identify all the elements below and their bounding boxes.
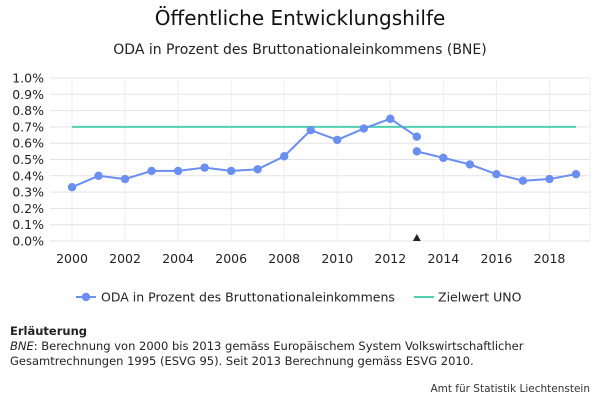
data-point (333, 135, 342, 145)
data-point (226, 166, 236, 176)
data-point (465, 160, 475, 169)
notes-body: BNE: Berechnung von 2000 bis 2013 gemäss… (10, 339, 590, 369)
x-tick-label: 2006 (215, 251, 247, 266)
data-point (94, 171, 103, 180)
data-point (306, 125, 315, 135)
y-tick-label: 0.3% (12, 185, 44, 200)
notes-heading: Erläuterung (10, 324, 87, 338)
data-point (200, 163, 209, 172)
y-tick-label: 0.6% (12, 136, 44, 151)
data-point (571, 169, 581, 179)
y-tick-label: 1.0% (12, 71, 44, 86)
y-tick-label: 0.4% (12, 168, 44, 183)
data-point (359, 124, 368, 133)
data-point (173, 166, 183, 176)
x-tick-label: 2002 (109, 251, 141, 266)
x-tick-label: 2014 (427, 251, 459, 266)
series-line-oda (71, 117, 418, 189)
data-point (518, 176, 528, 185)
grid-lines (50, 77, 591, 242)
x-tick-label: 2000 (56, 251, 88, 266)
break-marker (412, 234, 421, 241)
data-point (253, 165, 262, 174)
y-tick-label: 0.7% (12, 119, 44, 134)
x-tick-label: 2008 (268, 251, 300, 266)
data-point (412, 147, 422, 156)
y-tick-label: 0.9% (12, 87, 44, 102)
data-point (120, 174, 130, 184)
data-point (147, 166, 156, 176)
data-point (439, 153, 448, 163)
legend-marker-oda (81, 292, 91, 302)
data-point (280, 152, 289, 161)
data-point (545, 174, 554, 184)
notes-text: : Berechnung von 2000 bis 2013 gemäss Eu… (10, 339, 524, 368)
axes: 0.0% 0.1%0.2%0.3% 0.4%0.5%0.6% 0.7%0.8%0.9%… (12, 71, 565, 267)
notes: Erläuterung BNE: Berechnung von 2000 bis… (10, 324, 590, 369)
y-tick-label: 0.5% (12, 152, 44, 167)
notes-abbr: BNE (10, 339, 34, 353)
data-point (386, 114, 395, 123)
y-tick-label: 0.8% (12, 103, 44, 118)
legend-item-target[interactable]: Zielwert UNO (414, 290, 522, 305)
legend-label-target: Zielwert UNO (438, 290, 522, 305)
y-tick-label: 0.1% (12, 217, 44, 232)
x-tick-label: 2018 (534, 251, 566, 266)
x-tick-label: 2016 (481, 251, 513, 266)
y-tick-label: 0.0% (12, 234, 44, 249)
legend-item-oda[interactable]: ODA in Prozent des Bruttonationaleinkomm… (76, 290, 395, 305)
x-tick-label: 2012 (374, 251, 406, 266)
data-point (492, 169, 501, 179)
series-layer (67, 114, 581, 241)
data-point (412, 132, 422, 141)
x-tick-label: 2004 (162, 251, 194, 266)
data-point (67, 183, 77, 192)
y-tick-label: 0.2% (12, 201, 44, 216)
legend[interactable]: ODA in Prozent des Bruttonationaleinkomm… (76, 290, 522, 305)
x-tick-label: 2010 (321, 251, 353, 266)
source-credit: Amt für Statistik Liechtenstein (430, 383, 590, 395)
line-chart: 0.0% 0.1%0.2%0.3% 0.4%0.5%0.6% 0.7%0.8%0.9%… (12, 71, 591, 305)
chart-title: Öffentliche Entwicklungshilfe (154, 6, 446, 30)
chart-subtitle: ODA in Prozent des Bruttonationaleinkomm… (113, 42, 487, 58)
legend-label-oda: ODA in Prozent des Bruttonationaleinkomm… (101, 290, 395, 305)
